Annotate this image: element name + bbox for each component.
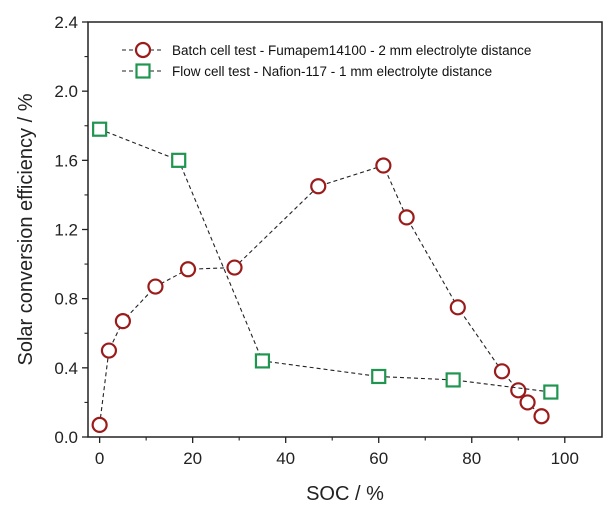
data-point [310, 178, 327, 195]
legend-marker [134, 41, 152, 59]
data-point [114, 313, 131, 330]
data-point [543, 384, 559, 400]
data-point [100, 342, 118, 359]
series-1 [91, 157, 550, 433]
plot-area [91, 121, 559, 433]
legend-marker [135, 63, 151, 79]
x-tick-label: 100 [551, 449, 579, 468]
y-tick-label: 2.0 [54, 82, 78, 101]
y-tick-label: 0.4 [54, 359, 78, 378]
data-point [398, 209, 415, 226]
data-point [92, 121, 108, 137]
x-tick-label: 80 [462, 449, 481, 468]
data-point [171, 152, 187, 168]
y-tick-label: 0.8 [54, 290, 78, 309]
legend-label: Batch cell test - Fumapem14100 - 2 mm el… [172, 43, 531, 58]
data-point [179, 261, 197, 278]
x-tick-label: 0 [95, 449, 104, 468]
y-tick-label: 1.6 [54, 151, 78, 170]
axes: 0 20 40 60 80 100 0.0 0.4 0.8 1.2 1.6 2.0 2.4 [54, 13, 603, 468]
y-tick-label: 2.4 [54, 13, 78, 32]
legend-entry-2: Flow cell test - Nafion-117 - 1 mm elect… [122, 63, 492, 79]
data-point [493, 363, 511, 380]
series-line [99, 128, 551, 393]
plot-frame [87, 21, 603, 438]
data-point [375, 157, 392, 174]
y-tick-label: 1.2 [54, 221, 78, 240]
data-point [91, 416, 108, 433]
data-point [445, 372, 461, 388]
x-axis-title: SOC / % [306, 483, 384, 505]
legend-label: Flow cell test - Nafion-117 - 1 mm elect… [172, 64, 492, 79]
x-tick-label: 40 [276, 449, 295, 468]
data-point [449, 299, 466, 316]
data-point [254, 353, 271, 369]
data-point [533, 408, 550, 425]
data-point [226, 259, 243, 276]
legend: Batch cell test - Fumapem14100 - 2 mm el… [122, 41, 531, 79]
y-tick-label: 0.0 [54, 428, 78, 447]
x-tick-label: 60 [369, 449, 388, 468]
data-point [510, 382, 527, 399]
legend-entry-1: Batch cell test - Fumapem14100 - 2 mm el… [122, 41, 531, 59]
data-point [371, 368, 387, 385]
y-axis-title: Solar conversion efficiency / % [15, 93, 37, 365]
series-2 [92, 121, 559, 400]
series-line [99, 164, 542, 425]
data-point [147, 278, 164, 295]
data-point [519, 394, 536, 411]
x-tick-label: 20 [183, 449, 202, 468]
